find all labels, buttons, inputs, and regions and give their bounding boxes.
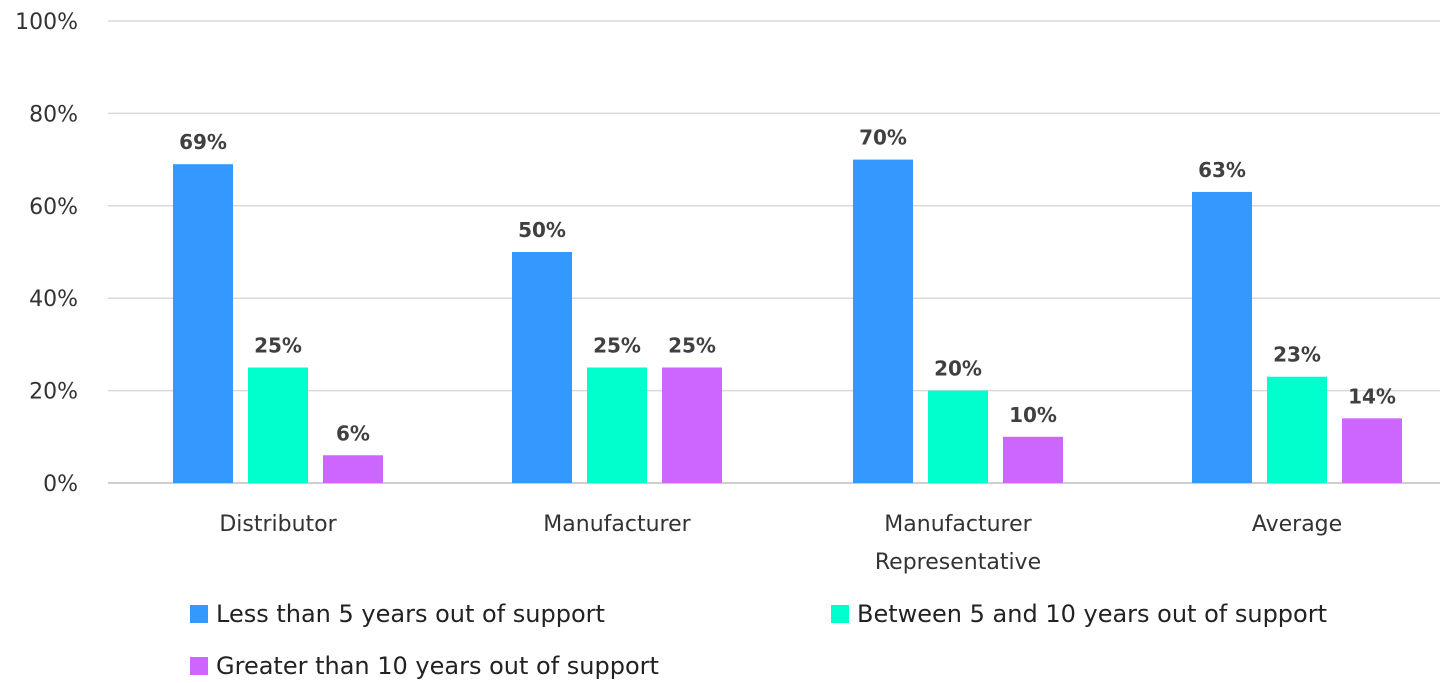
bar bbox=[1267, 377, 1327, 483]
bar bbox=[512, 252, 572, 483]
x-category-label: Representative bbox=[875, 550, 1041, 575]
bar bbox=[928, 391, 988, 483]
data-label: 25% bbox=[254, 334, 302, 358]
bar bbox=[1192, 192, 1252, 483]
data-label: 25% bbox=[668, 334, 716, 358]
y-tick-label: 80% bbox=[29, 102, 78, 127]
bar bbox=[1003, 437, 1063, 483]
bar bbox=[173, 164, 233, 483]
x-category-label: Manufacturer bbox=[543, 512, 691, 537]
data-label: 6% bbox=[336, 421, 370, 445]
x-category-label: Average bbox=[1252, 512, 1342, 537]
data-label: 50% bbox=[518, 218, 566, 242]
data-label: 63% bbox=[1198, 158, 1246, 182]
y-tick-label: 100% bbox=[15, 10, 78, 35]
data-label: 14% bbox=[1348, 384, 1396, 408]
y-axis: 0% 20% 40% 60% 80% 100% bbox=[15, 10, 78, 497]
data-label: 23% bbox=[1273, 343, 1321, 367]
bar bbox=[248, 368, 308, 484]
bar bbox=[853, 160, 913, 483]
data-label: 25% bbox=[593, 334, 641, 358]
data-label: 70% bbox=[859, 126, 907, 150]
bar bbox=[1342, 418, 1402, 483]
bar bbox=[662, 368, 722, 484]
bar bbox=[587, 368, 647, 484]
y-tick-label: 20% bbox=[29, 380, 78, 405]
data-label: 20% bbox=[934, 357, 982, 381]
x-axis: Distributor Manufacturer Manufacturer Repre… bbox=[219, 512, 1342, 575]
y-tick-label: 60% bbox=[29, 195, 78, 220]
y-tick-label: 40% bbox=[29, 287, 78, 312]
x-category-label: Distributor bbox=[219, 512, 337, 537]
x-category-label: Manufacturer bbox=[884, 512, 1032, 537]
data-label: 10% bbox=[1009, 403, 1057, 427]
data-label: 69% bbox=[179, 130, 227, 154]
bar bbox=[323, 455, 383, 483]
y-tick-label: 0% bbox=[43, 472, 78, 497]
